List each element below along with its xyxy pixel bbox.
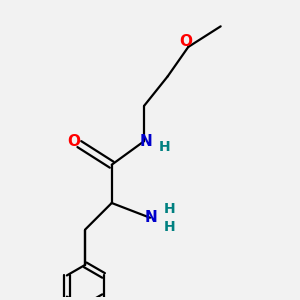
Text: O: O [180, 34, 193, 49]
Text: H: H [163, 220, 175, 234]
Text: H: H [163, 202, 175, 216]
Text: N: N [139, 134, 152, 149]
Text: N: N [145, 210, 158, 225]
Text: O: O [68, 134, 80, 149]
Text: H: H [159, 140, 170, 154]
